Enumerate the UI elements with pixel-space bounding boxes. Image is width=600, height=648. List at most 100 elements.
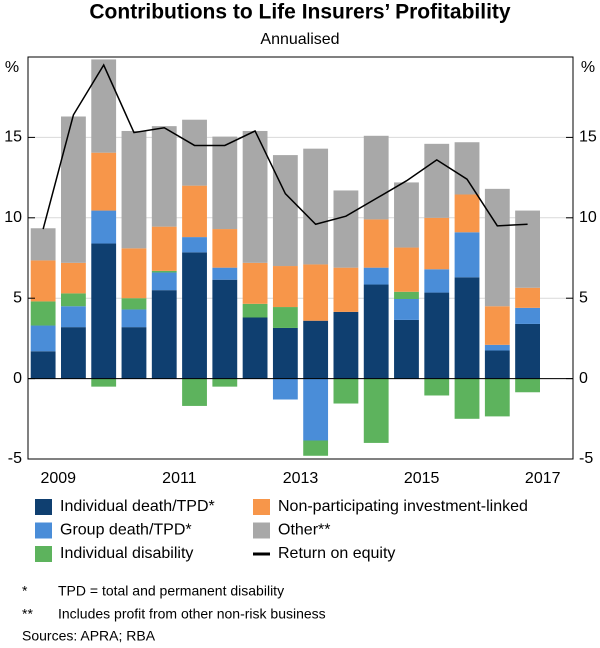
- bar-segment: [61, 306, 86, 328]
- bar-segment: [363, 219, 389, 268]
- bar-segment: [484, 306, 510, 345]
- bar-segment: [424, 269, 450, 293]
- bar-segment: [242, 317, 268, 379]
- legend-label: Group death/TPD*: [60, 522, 192, 539]
- y-tick-label: 10: [4, 209, 22, 226]
- bar-segment: [30, 301, 56, 326]
- bar-segment: [212, 378, 238, 387]
- y2-tick-label: 15: [579, 129, 597, 146]
- bar-segment: [303, 148, 329, 265]
- legend-swatch: [35, 546, 52, 562]
- bar-segment: [484, 188, 510, 307]
- footnote-marker: **: [22, 606, 33, 622]
- bar-segment: [151, 270, 177, 273]
- bar-segment: [182, 185, 207, 238]
- bar-segment: [394, 182, 419, 248]
- plot-frame: [27, 56, 574, 460]
- chart-subtitle: Annualised: [260, 31, 339, 48]
- bar-segment: [121, 327, 147, 379]
- y2-tick-label: -5: [579, 450, 593, 467]
- bar-segment: [454, 142, 480, 195]
- bar-segment: [212, 136, 238, 230]
- bar-segment: [61, 293, 86, 307]
- legend-label: Non-participating investment-linked: [278, 498, 528, 515]
- bar-segment: [272, 307, 298, 328]
- bar-segment: [424, 292, 450, 379]
- bar-segment: [91, 210, 117, 244]
- bar-segment: [151, 272, 177, 291]
- footnote-text: TPD = total and permanent disability: [58, 583, 284, 599]
- bar-segment: [242, 303, 268, 318]
- bar-segment: [363, 284, 389, 379]
- bar-segment: [333, 311, 359, 379]
- legend-swatch: [253, 522, 270, 539]
- y2-unit: %: [581, 59, 595, 76]
- bar-segment: [363, 135, 389, 220]
- chart-title: Contributions to Life Insurers’ Profitab…: [89, 1, 511, 24]
- bar-segment: [151, 290, 177, 379]
- bar-segment: [30, 228, 56, 261]
- bar-segment: [61, 327, 86, 379]
- bar-segment: [182, 237, 207, 253]
- bar-segment: [515, 323, 540, 379]
- bar-segment: [484, 378, 510, 417]
- bar-segment: [454, 277, 480, 379]
- bar-segment: [394, 247, 419, 292]
- bar-segment: [333, 190, 359, 268]
- bar-segment: [303, 264, 329, 321]
- legend-label: Return on equity: [278, 545, 395, 562]
- x-tick-label: 2015: [404, 470, 440, 487]
- bar-segment: [424, 143, 450, 218]
- line-series: [42, 63, 528, 230]
- x-tick-label: 2017: [525, 470, 561, 487]
- bar-segment: [91, 152, 117, 211]
- bar-segment: [484, 350, 510, 379]
- bar-segment: [333, 267, 359, 312]
- footnote-marker: *: [22, 583, 28, 599]
- bar-segment: [272, 266, 298, 308]
- bar-segment: [363, 378, 389, 443]
- x-tick-label: 2009: [40, 470, 76, 487]
- footnote-text: Includes profit from other non-risk busi…: [58, 606, 326, 622]
- bar-segment: [212, 279, 238, 379]
- bar-segment: [61, 116, 86, 263]
- bar-segment: [515, 307, 540, 324]
- y-tick-label: 0: [13, 370, 22, 387]
- bar-segment: [182, 119, 207, 186]
- bar-segment: [454, 194, 480, 233]
- y2-tick-label: 10: [579, 209, 597, 226]
- bar-segment: [61, 262, 86, 294]
- bar-segment: [242, 262, 268, 304]
- legend-swatch: [35, 499, 52, 515]
- bar-segment: [182, 378, 207, 406]
- bar-segment: [121, 248, 147, 299]
- bar-segment: [30, 351, 56, 379]
- bar-segment: [212, 229, 238, 268]
- plot-area: [28, 59, 573, 460]
- bar-segment: [182, 252, 207, 379]
- bar-segment: [363, 267, 389, 285]
- bar-segment: [333, 378, 359, 404]
- bar-segment: [272, 378, 298, 400]
- y-tick-label: 5: [13, 289, 22, 306]
- bar-segment: [242, 130, 268, 263]
- y-unit: %: [5, 59, 19, 76]
- bar-segment: [121, 298, 147, 310]
- bar-segment: [151, 226, 177, 271]
- bar-segment: [272, 155, 298, 267]
- bar-segment: [91, 243, 117, 379]
- bar-segment: [272, 327, 298, 379]
- bar-segment: [515, 287, 540, 308]
- bar-segment: [121, 309, 147, 328]
- bar-segment: [484, 344, 510, 351]
- bar-segment: [303, 440, 329, 456]
- bar-segment: [121, 130, 147, 249]
- y-tick-label: -5: [8, 450, 22, 467]
- x-tick-label: 2011: [162, 470, 197, 487]
- bar-segment: [394, 291, 419, 300]
- bar-segment: [515, 378, 540, 393]
- y2-tick-label: 0: [579, 370, 588, 387]
- bar-segment: [424, 217, 450, 270]
- x-tick-label: 2013: [283, 470, 319, 487]
